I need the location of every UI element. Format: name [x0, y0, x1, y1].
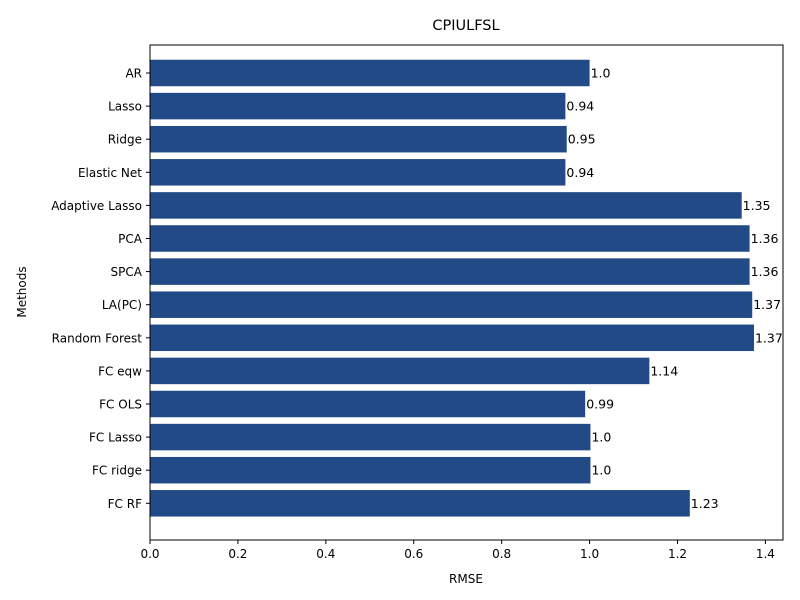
- bar: [150, 159, 566, 186]
- bar-value-label: 1.36: [751, 231, 779, 246]
- y-tick-label: Lasso: [108, 100, 142, 114]
- bar-value-label: 0.94: [566, 99, 594, 114]
- y-tick-labels: AR Lasso Ridge Elastic Net Adaptive Lasso PCA…: [51, 67, 143, 511]
- bar-value-label: 1.23: [691, 496, 719, 511]
- bar-value-label: 0.94: [566, 165, 594, 180]
- plot-frame: [149, 44, 784, 541]
- bar: [150, 490, 690, 517]
- x-axis: 0.0 0.2 0.4 0.6 0.8 1.0 1.2 1.4: [140, 540, 775, 561]
- bar-value-label: 1.36: [751, 264, 779, 279]
- x-tick-label: 1.4: [756, 547, 775, 561]
- bar: [150, 423, 591, 451]
- bar: [150, 291, 753, 318]
- x-tick-label: 0.6: [404, 547, 423, 561]
- y-tick-label: FC eqw: [98, 364, 142, 378]
- bar: [150, 390, 586, 418]
- bars-group: 1.0 0.94 0.95 0.94 1.35 1.36 1.36 1.37 1.37 1.14 0…: [150, 59, 783, 517]
- bar: [150, 92, 566, 120]
- bar: [150, 456, 591, 484]
- y-tick-label: Adaptive Lasso: [51, 199, 142, 213]
- y-tick-label: FC ridge: [92, 464, 142, 478]
- y-tick-label: FC OLS: [99, 398, 142, 412]
- chart-title: CPIULFSL: [432, 18, 499, 34]
- bar: [150, 59, 590, 87]
- y-tick-label: SPCA: [111, 265, 143, 279]
- x-tick-label: 0.0: [140, 547, 159, 561]
- bar: [150, 324, 754, 352]
- y-tick-label: Random Forest: [52, 331, 143, 345]
- bar-value-label: 1.0: [591, 66, 611, 81]
- y-axis-label: Methods: [15, 266, 29, 317]
- bar-value-label: 1.0: [591, 430, 611, 445]
- y-axis: [146, 72, 150, 504]
- y-tick-label: FC Lasso: [89, 431, 142, 445]
- bar: [150, 225, 750, 252]
- bar: [150, 258, 750, 285]
- bar-value-label: 0.95: [568, 132, 596, 147]
- x-axis-label: RMSE: [449, 572, 483, 586]
- bar-value-label: 0.99: [586, 397, 614, 412]
- x-tick-label: 1.0: [580, 547, 599, 561]
- bar-value-label: 1.0: [591, 463, 611, 478]
- bar: [150, 357, 650, 385]
- x-tick-label: 0.4: [316, 547, 335, 561]
- bar-value-label: 1.14: [650, 363, 678, 378]
- y-tick-label: FC RF: [108, 497, 142, 511]
- y-tick-label: AR: [125, 67, 142, 81]
- y-tick-label: LA(PC): [102, 298, 142, 312]
- x-tick-label: 0.8: [492, 547, 511, 561]
- bar-value-label: 1.35: [743, 198, 771, 213]
- x-tick-label: 0.2: [228, 547, 247, 561]
- y-tick-label: Ridge: [108, 133, 142, 147]
- x-tick-label: 1.2: [668, 547, 687, 561]
- bar-value-label: 1.37: [755, 330, 783, 345]
- bar: [150, 125, 567, 153]
- bar-value-label: 1.37: [753, 297, 781, 312]
- y-tick-label: Elastic Net: [78, 166, 142, 180]
- bar: [150, 192, 742, 219]
- y-tick-label: PCA: [118, 232, 143, 246]
